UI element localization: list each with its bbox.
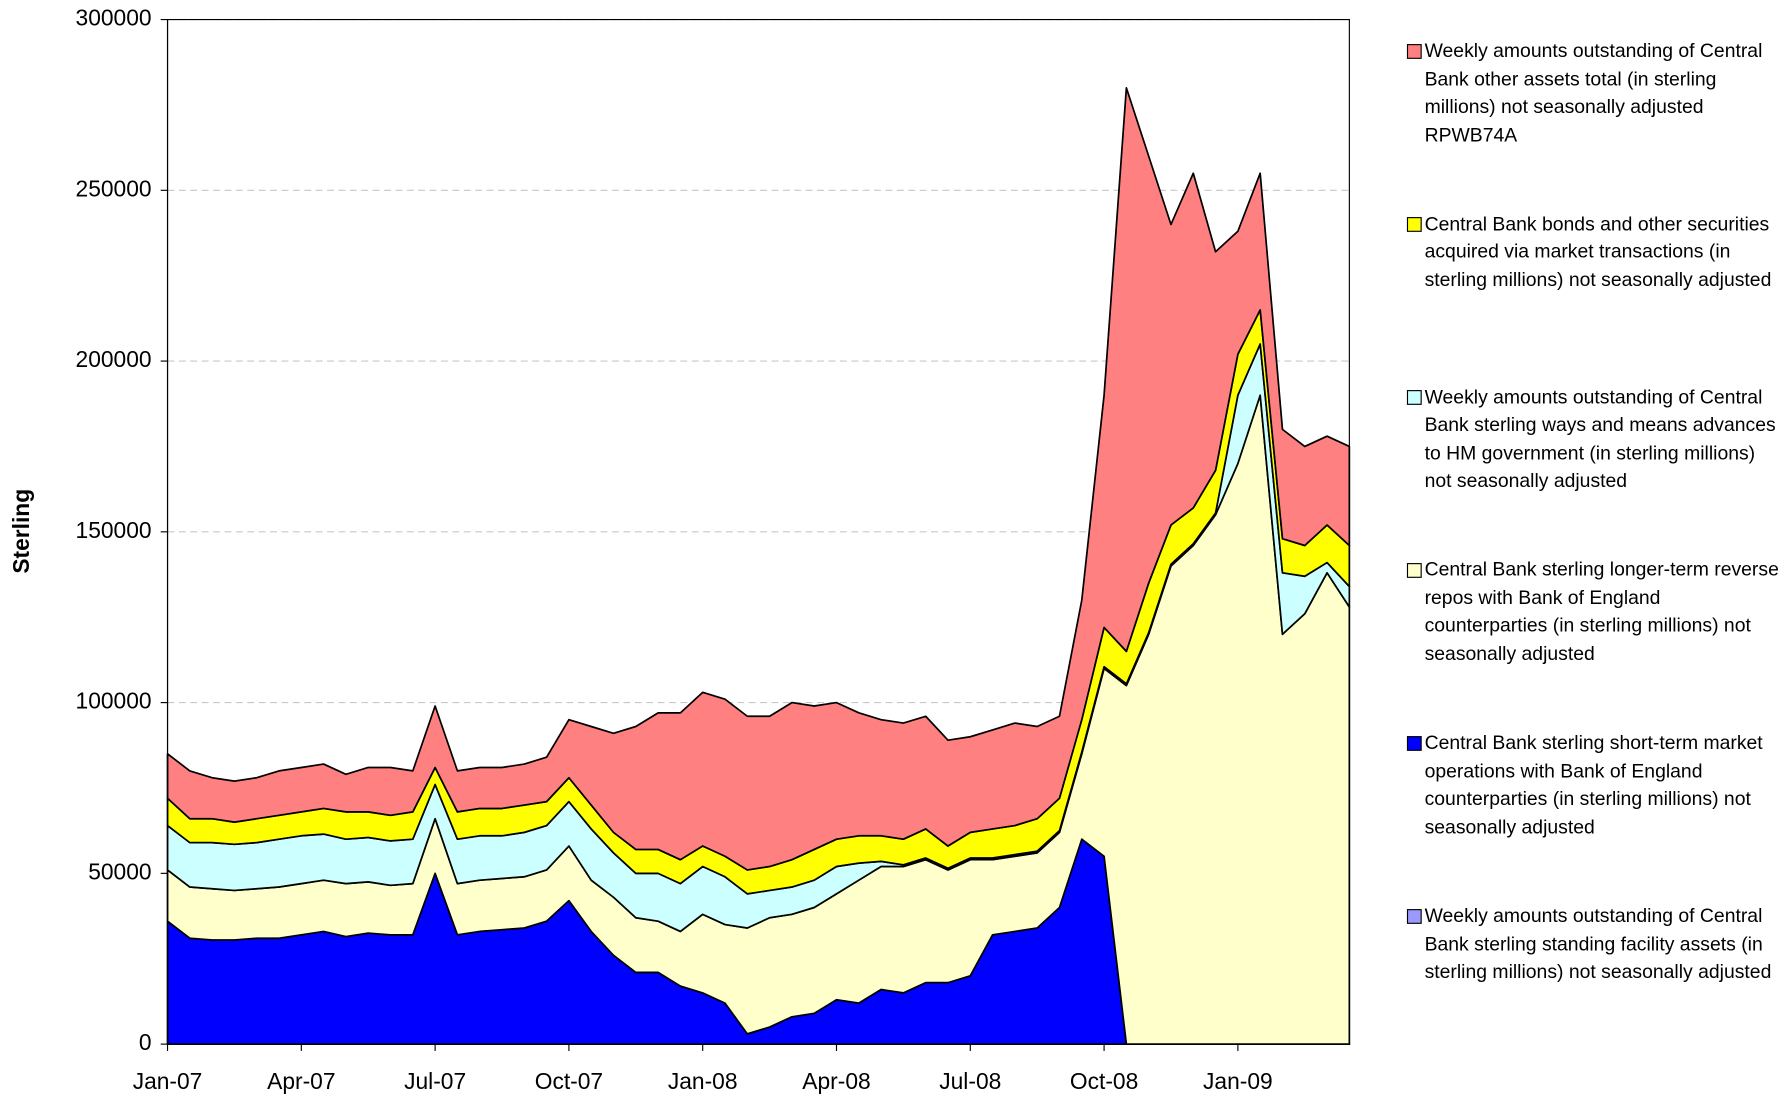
legend-swatch	[1406, 44, 1422, 59]
legend-label: Weekly amounts outstanding of Central Ba…	[1424, 386, 1776, 492]
y-tick-label: 250000	[76, 175, 152, 201]
legend-swatch	[1406, 217, 1422, 232]
y-tick-label: 50000	[88, 858, 151, 884]
x-tick-label: Jan-08	[668, 1068, 738, 1094]
legend-label: Central Bank sterling longer-term revers…	[1424, 559, 1779, 665]
x-tick-label: Jan-07	[133, 1068, 203, 1094]
legend-label: Weekly amounts outstanding of Central Ba…	[1424, 905, 1772, 983]
legend-swatch	[1406, 736, 1422, 751]
plot-border	[166, 18, 1350, 1045]
legend-entry: Central Bank sterling short-term market …	[1424, 732, 1763, 838]
y-tick-label: 300000	[76, 5, 152, 31]
legend-entry: Weekly amounts outstanding of Central Ba…	[1424, 905, 1772, 983]
x-tick-label: Apr-08	[802, 1068, 870, 1094]
legend-entry: Central Bank bonds and other securities …	[1424, 213, 1772, 291]
y-axis-label: Sterling	[8, 489, 34, 574]
y-tick-label: 200000	[76, 346, 152, 372]
y-tick-label: 150000	[76, 517, 152, 543]
legend-swatch	[1406, 909, 1422, 924]
legend-swatch	[1406, 390, 1422, 405]
x-tick-label: Oct-08	[1070, 1068, 1138, 1094]
legend-label: Central Bank sterling short-term market …	[1424, 732, 1763, 838]
x-tick-label: Jul-08	[939, 1068, 1001, 1094]
x-tick-label: Oct-07	[535, 1068, 603, 1094]
y-tick-label: 0	[139, 1029, 152, 1055]
x-tick-label: Jul-07	[404, 1068, 466, 1094]
legend-label: Weekly amounts outstanding of Central Ba…	[1424, 40, 1763, 146]
x-tick-label: Apr-07	[267, 1068, 335, 1094]
legend-entry: Weekly amounts outstanding of Central Ba…	[1424, 386, 1776, 492]
y-tick-label: 100000	[76, 688, 152, 714]
legend-entry: Central Bank sterling longer-term revers…	[1424, 559, 1779, 665]
legend-entry: Weekly amounts outstanding of Central Ba…	[1424, 40, 1763, 146]
x-tick-label: Jan-09	[1203, 1068, 1273, 1094]
legend-label: Central Bank bonds and other securities …	[1424, 213, 1772, 291]
legend-swatch	[1406, 563, 1422, 578]
